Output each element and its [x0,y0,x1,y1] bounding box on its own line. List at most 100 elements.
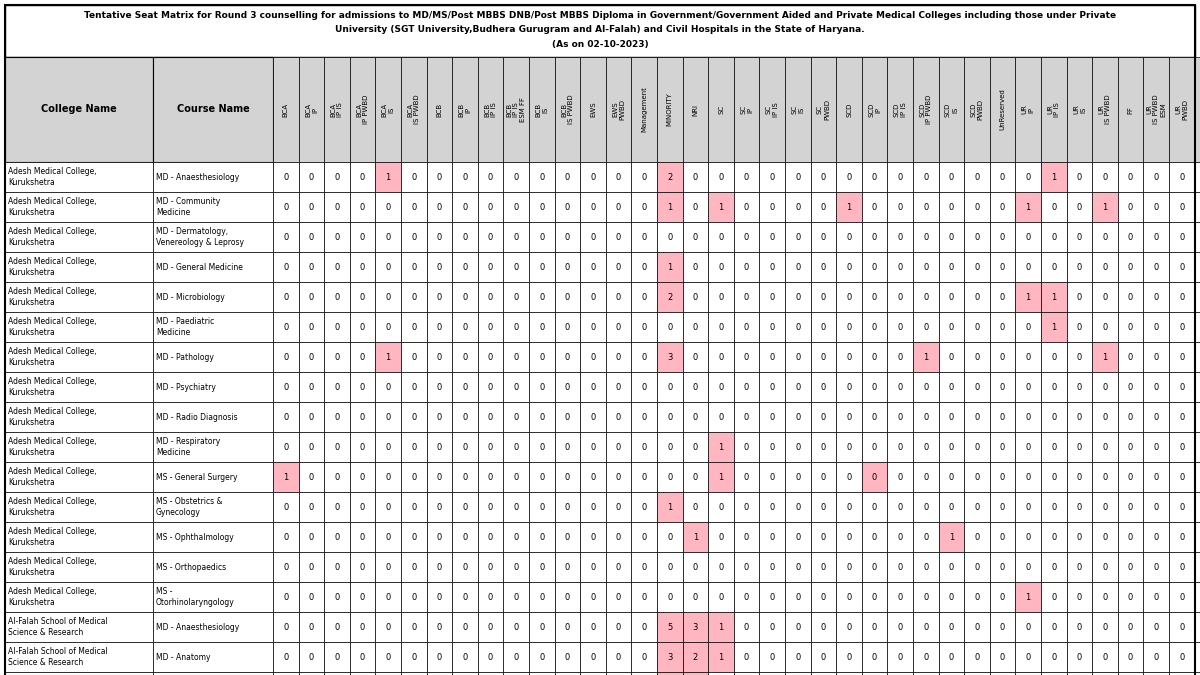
Text: 0: 0 [769,622,775,632]
Text: 0: 0 [360,323,365,331]
Bar [274,192,299,222]
Text: 0: 0 [565,412,570,421]
Text: 0: 0 [539,443,545,452]
Text: 0: 0 [462,232,468,242]
Text: 0: 0 [335,533,340,541]
Bar [888,552,913,582]
Text: BCB
IS PWBD: BCB IS PWBD [560,95,574,124]
Bar [734,492,760,522]
Bar [1194,222,1200,252]
Text: 0: 0 [616,562,622,572]
Bar [581,342,606,372]
Bar [965,282,990,312]
Text: 0: 0 [462,502,468,512]
Bar [1169,312,1194,342]
Bar [938,252,965,282]
Text: 0: 0 [1103,502,1108,512]
Bar [324,462,350,492]
Text: 0: 0 [1180,593,1184,601]
Text: Adesh Medical College,
Kurukshetra: Adesh Medical College, Kurukshetra [8,197,97,217]
Text: 0: 0 [923,232,929,242]
Bar [683,582,708,612]
Bar [324,342,350,372]
Bar [1067,582,1092,612]
Bar [478,582,504,612]
Text: 1: 1 [719,202,724,211]
Bar [154,522,274,552]
Text: 0: 0 [796,232,800,242]
Text: 0: 0 [385,443,391,452]
Bar [1015,522,1042,552]
Bar [606,222,631,252]
Bar [1144,312,1169,342]
Text: 0: 0 [412,412,416,421]
Bar [1042,162,1067,192]
Text: 0: 0 [872,352,877,362]
Text: 0: 0 [949,202,954,211]
Bar [1169,672,1194,675]
Bar [376,642,401,672]
Text: Management: Management [641,86,647,132]
Bar [913,642,938,672]
Bar [836,612,862,642]
Bar [154,222,274,252]
Text: 0: 0 [412,323,416,331]
Bar [1092,192,1118,222]
Bar [1144,57,1169,162]
Bar [299,402,324,432]
Bar [1194,312,1200,342]
Text: 0: 0 [1076,383,1082,392]
Text: 0: 0 [514,173,518,182]
Text: 0: 0 [385,533,391,541]
Text: 5: 5 [667,622,672,632]
Bar [965,372,990,402]
Bar [324,642,350,672]
Text: 0: 0 [308,653,314,662]
Bar [581,252,606,282]
Text: 0: 0 [1128,443,1133,452]
Text: 0: 0 [462,533,468,541]
Text: 0: 0 [385,622,391,632]
Bar [1194,552,1200,582]
Bar [1092,642,1118,672]
Bar [1169,222,1194,252]
Bar [760,222,785,252]
Text: 0: 0 [308,622,314,632]
Text: 1: 1 [719,472,724,481]
Bar [554,312,581,342]
Bar [529,252,554,282]
Text: 0: 0 [872,472,877,481]
Text: 0: 0 [719,323,724,331]
Text: Adesh Medical College,
Kurukshetra: Adesh Medical College, Kurukshetra [8,497,97,516]
Bar [401,672,427,675]
Bar [581,552,606,582]
Bar [274,312,299,342]
Text: 0: 0 [1000,263,1006,271]
Bar [862,57,888,162]
Bar [452,222,478,252]
Bar [299,612,324,642]
Text: MS - General Surgery: MS - General Surgery [156,472,238,481]
Text: 0: 0 [667,593,672,601]
Text: 0: 0 [565,533,570,541]
Text: UR
IS PWBD
ESM: UR IS PWBD ESM [1146,95,1166,124]
Bar [708,492,734,522]
Text: 0: 0 [974,173,979,182]
Text: 0: 0 [974,622,979,632]
Bar [504,222,529,252]
Text: 0: 0 [462,412,468,421]
Text: 0: 0 [412,232,416,242]
Text: 0: 0 [949,383,954,392]
Text: 0: 0 [462,622,468,632]
Text: 0: 0 [796,622,800,632]
Bar [836,222,862,252]
Bar [1194,582,1200,612]
Bar [350,522,376,552]
Bar [324,192,350,222]
Bar [990,252,1015,282]
Bar [811,192,836,222]
Text: 0: 0 [283,292,288,302]
Bar [913,522,938,552]
Bar [708,642,734,672]
Bar [1015,252,1042,282]
